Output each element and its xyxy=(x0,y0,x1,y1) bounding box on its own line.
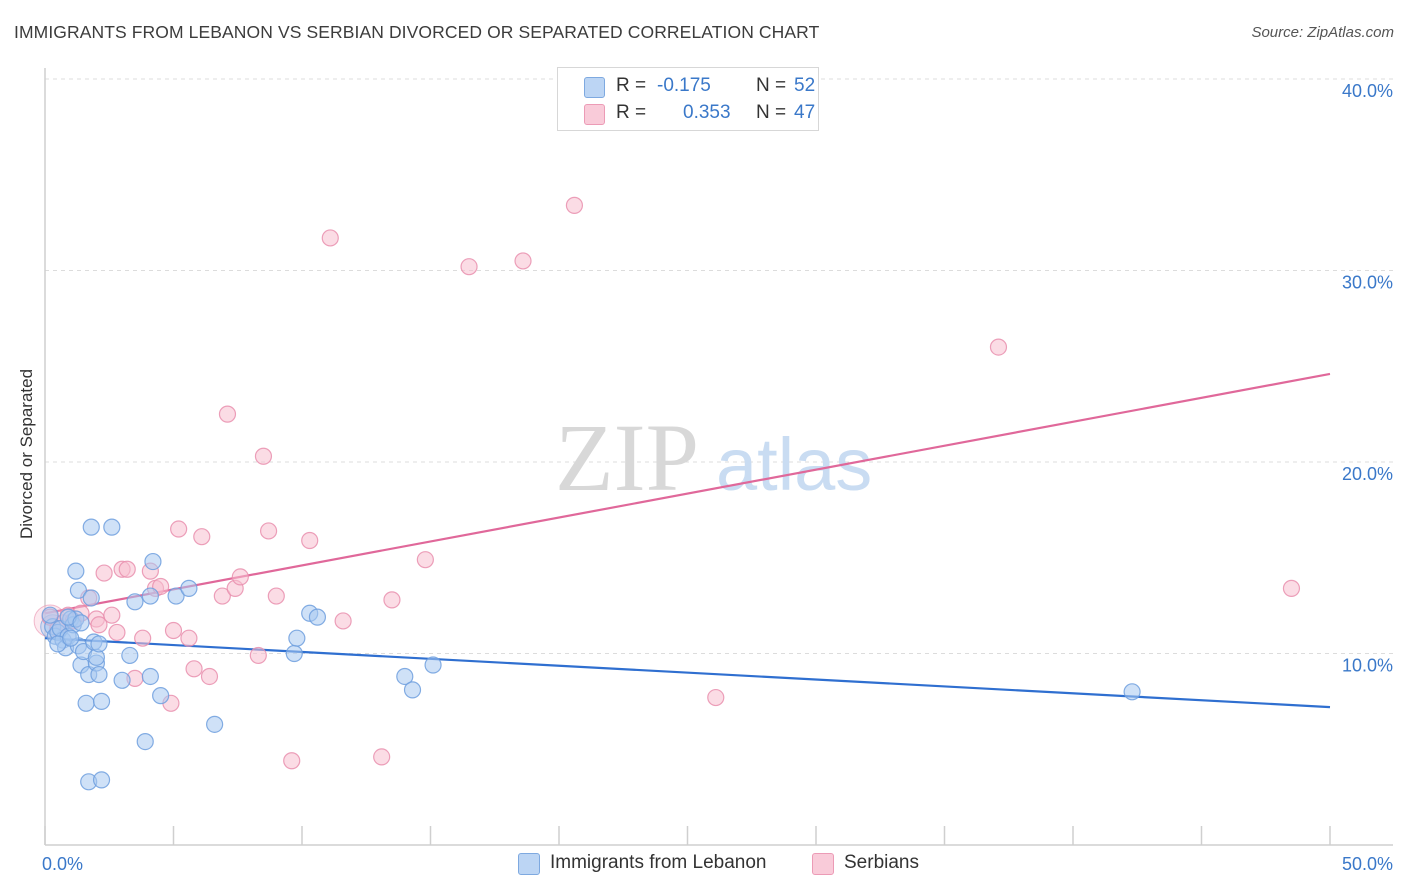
y-tick-label: 10.0% xyxy=(1342,656,1393,676)
data-point-lebanon xyxy=(180,579,198,597)
data-point-lebanon xyxy=(126,593,144,611)
data-point-lebanon xyxy=(152,687,170,705)
data-point-serbians xyxy=(134,629,152,647)
data-points xyxy=(33,196,1301,791)
data-point-serbians xyxy=(218,405,237,423)
data-point-lebanon xyxy=(403,681,422,699)
data-point-serbians xyxy=(95,564,113,582)
data-point-lebanon xyxy=(67,562,85,580)
legend-r-value: -0.175 xyxy=(657,75,711,96)
y-axis-label: Divorced or Separated xyxy=(17,368,36,540)
watermark-zip: ZIP xyxy=(555,404,699,511)
data-point-lebanon xyxy=(206,715,224,733)
legend-r-label: R = xyxy=(616,75,647,96)
data-point-serbians xyxy=(565,196,584,214)
y-tick-label: 20.0% xyxy=(1342,464,1393,484)
data-point-lebanon xyxy=(144,552,162,571)
legend-n-label: N = xyxy=(756,75,787,96)
bottom-legend-label: Immigrants from Lebanon xyxy=(550,852,767,873)
data-point-serbians xyxy=(460,258,478,276)
data-point-lebanon xyxy=(136,732,154,751)
data-point-serbians xyxy=(1282,579,1301,597)
data-point-lebanon xyxy=(77,694,95,712)
data-point-lebanon xyxy=(308,608,327,626)
data-point-serbians xyxy=(334,612,352,630)
bottom-legend-swatch-lebanon xyxy=(518,853,540,875)
data-point-lebanon xyxy=(82,518,100,536)
legend-r-label: R = xyxy=(616,102,647,123)
data-point-serbians xyxy=(118,560,136,578)
y-tick-label: 30.0% xyxy=(1342,273,1393,293)
data-point-lebanon xyxy=(141,667,159,686)
data-point-lebanon xyxy=(69,581,88,599)
tick-labels: 10.0% 20.0% 30.0% 40.0% 0.0% 50.0% xyxy=(42,81,1393,874)
data-point-serbians xyxy=(283,752,301,770)
data-point-lebanon xyxy=(41,606,59,624)
data-point-serbians xyxy=(267,587,285,605)
legend-n-value: 47 xyxy=(794,102,816,123)
data-point-serbians xyxy=(180,629,198,647)
data-point-serbians xyxy=(373,748,391,766)
data-point-serbians xyxy=(989,338,1008,356)
data-point-lebanon xyxy=(396,667,414,686)
data-point-lebanon xyxy=(167,587,185,605)
data-point-lebanon xyxy=(1123,683,1141,701)
data-point-lebanon xyxy=(82,589,100,607)
data-point-serbians xyxy=(170,520,188,538)
data-point-serbians xyxy=(185,660,203,678)
data-point-serbians xyxy=(383,591,401,609)
data-point-lebanon xyxy=(62,629,80,647)
data-point-serbians xyxy=(254,447,273,465)
data-point-serbians xyxy=(231,568,249,586)
legend-swatch-lebanon xyxy=(584,77,605,98)
axes xyxy=(44,68,1393,846)
x-tick-label: 0.0% xyxy=(42,854,83,874)
data-point-lebanon xyxy=(92,771,111,789)
source-label: Source: ZipAtlas.com xyxy=(1251,24,1394,41)
legend-r-value: 0.353 xyxy=(683,102,731,123)
data-point-serbians xyxy=(514,252,532,270)
data-point-serbians xyxy=(213,587,231,605)
data-point-serbians xyxy=(164,621,183,640)
legend-swatch-serbians xyxy=(584,104,605,125)
data-point-serbians xyxy=(103,606,121,624)
data-point-serbians xyxy=(707,688,725,707)
data-point-serbians xyxy=(90,616,108,634)
data-point-lebanon xyxy=(103,518,121,536)
legend-n-label: N = xyxy=(756,102,787,123)
data-point-serbians xyxy=(193,528,211,546)
data-point-lebanon xyxy=(121,646,139,665)
data-point-lebanon xyxy=(141,587,159,605)
data-point-serbians xyxy=(200,667,219,686)
data-point-serbians xyxy=(108,623,126,642)
data-point-lebanon xyxy=(113,671,131,689)
chart-title: IMMIGRANTS FROM LEBANON VS SERBIAN DIVOR… xyxy=(14,22,820,42)
data-point-serbians xyxy=(249,646,267,665)
data-point-lebanon xyxy=(72,614,90,632)
data-point-lebanon xyxy=(90,635,108,653)
data-point-lebanon xyxy=(424,656,442,674)
data-point-lebanon xyxy=(92,692,111,710)
y-tick-label: 40.0% xyxy=(1342,81,1393,101)
data-point-lebanon xyxy=(285,644,303,663)
gridlines xyxy=(45,78,1393,654)
stats-legend: R = -0.175 N = 52 R = 0.353 N = 47 xyxy=(557,67,819,131)
legend-n-value: 52 xyxy=(794,75,816,96)
bottom-legend-swatch-serbians xyxy=(812,853,834,875)
data-point-serbians xyxy=(416,551,434,569)
data-point-serbians xyxy=(259,522,278,540)
x-tick-label: 50.0% xyxy=(1342,854,1393,874)
data-point-lebanon xyxy=(90,665,108,684)
trend-line-serbians xyxy=(44,372,1331,615)
bottom-legend-label: Serbians xyxy=(844,852,919,873)
data-point-serbians xyxy=(321,229,339,247)
data-point-lebanon xyxy=(288,629,306,647)
data-point-serbians xyxy=(301,531,319,550)
